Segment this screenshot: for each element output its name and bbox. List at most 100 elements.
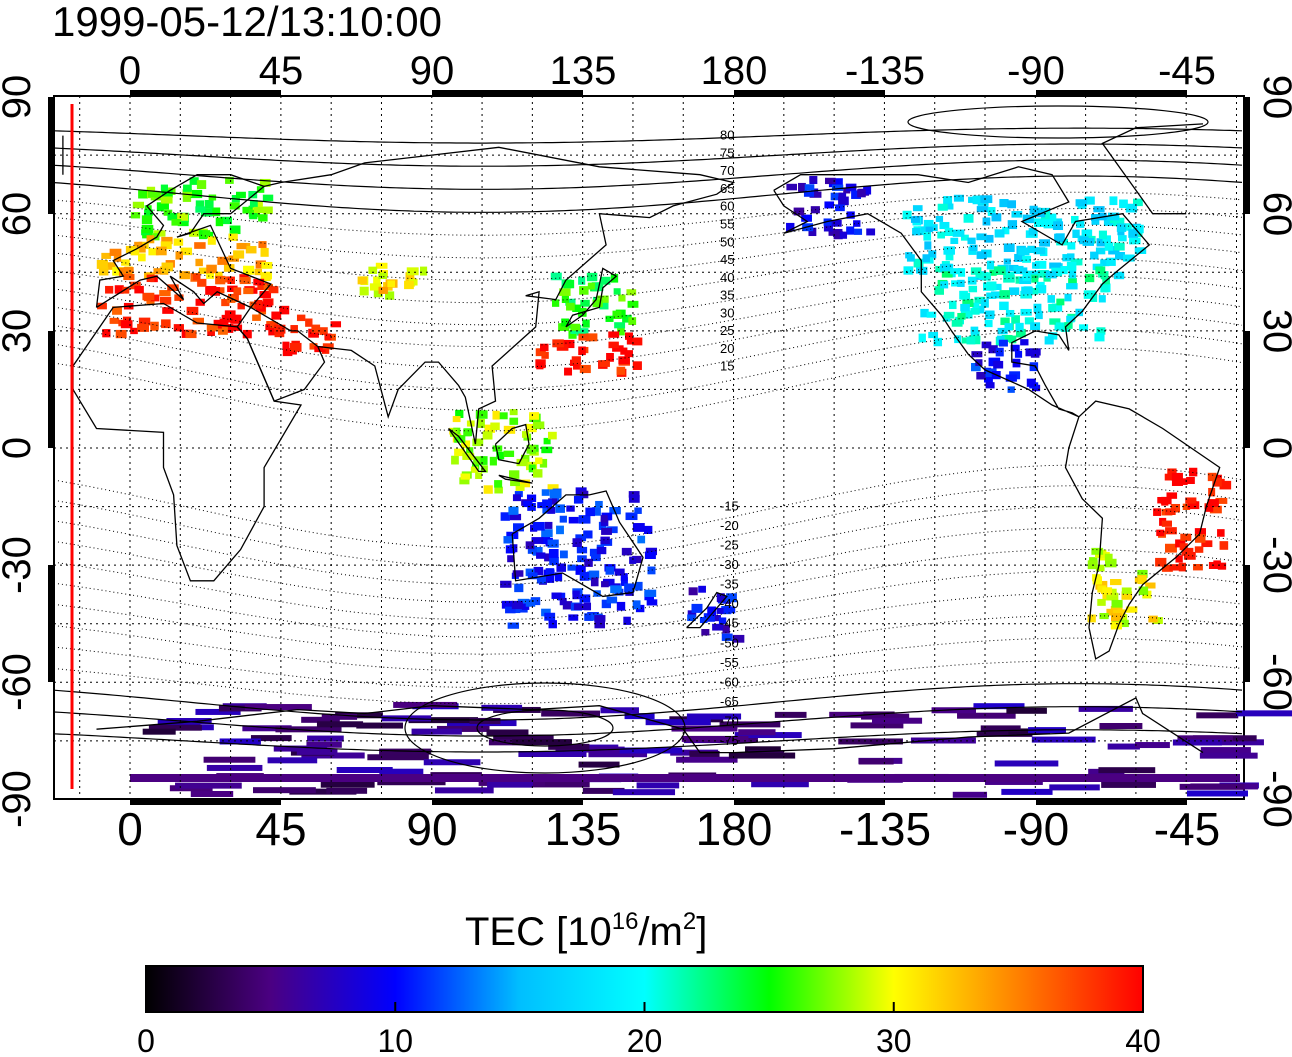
tec-cell (568, 516, 579, 524)
coastline (773, 166, 1151, 418)
tec-cell (500, 580, 512, 588)
tec-cell (548, 498, 558, 505)
tec-cell (526, 494, 537, 503)
tec-cell (319, 327, 328, 335)
tec-cell (861, 713, 910, 720)
tec-cell (624, 583, 635, 593)
tec-cell (1082, 238, 1095, 246)
y-axis-right-ticks: 90 60 30 0 -30 -60 -90 (1255, 75, 1292, 828)
frame-bar-right (1244, 97, 1250, 214)
tec-cell (966, 336, 976, 345)
colorbar-title-sup2: 2 (683, 908, 696, 935)
tec-cell (935, 215, 944, 222)
tec-cell (290, 325, 298, 334)
tec-cell (255, 260, 266, 269)
tec-cell (998, 339, 1008, 347)
tec-cell (233, 250, 245, 259)
colorbar-title-end: ] (696, 910, 707, 954)
tec-cell (1084, 196, 1095, 205)
tec-cell (1011, 315, 1020, 324)
tec-cell (555, 504, 565, 513)
tec-cell (529, 412, 539, 420)
tec-cell (1072, 229, 1080, 238)
tec-cell (500, 512, 510, 521)
tec-cell (953, 194, 965, 202)
tec-cell (624, 332, 633, 340)
tec-cell (1035, 310, 1043, 320)
tec-cell (983, 374, 993, 383)
tec-cell (1125, 203, 1138, 213)
tec-cell (1116, 223, 1127, 232)
tec-cell (518, 751, 587, 758)
tec-cell (308, 328, 319, 338)
tec-cell (980, 725, 1021, 732)
tec-cell (1007, 200, 1017, 209)
magnetic-contour (53, 329, 1243, 411)
contour-value-labels: 80 75 70 65 60 55 50 45 40 35 30 25 20 15 -15 -20 -25 -30… (720, 128, 739, 748)
tec-cell (245, 246, 257, 254)
y-left-tick-label: 30 (0, 309, 39, 354)
tec-cell (973, 703, 1025, 710)
tec-cell (1022, 272, 1031, 281)
tec-cell (307, 735, 344, 742)
tec-cell (1182, 503, 1191, 511)
tec-cell (928, 331, 939, 339)
colorbar-title: TEC [1016/m2] (465, 908, 707, 954)
tec-cell (1106, 257, 1116, 266)
tec-cell (221, 276, 233, 283)
tec-cell (1044, 336, 1054, 345)
frame-bar-left (48, 565, 54, 682)
tec-cell (583, 602, 592, 611)
tec-cell (404, 280, 414, 290)
tec-cell (536, 576, 547, 584)
tec-cell (551, 299, 560, 307)
tec-cell (301, 716, 340, 723)
tec-cell (539, 458, 548, 468)
tec-cell (207, 329, 215, 336)
tec-cell (219, 318, 229, 327)
tec-cell (509, 470, 520, 479)
tec-cell (786, 183, 797, 191)
tec-cell (1006, 707, 1047, 714)
tec-cell (484, 424, 496, 433)
north-pole-contour (907, 105, 1209, 139)
tec-cell (972, 302, 980, 311)
tec-cell (686, 713, 742, 720)
x-bottom-tick-label: 135 (545, 803, 622, 855)
tec-cell (578, 515, 591, 524)
tec-cell (532, 469, 543, 478)
tec-cell (626, 289, 637, 296)
tec-cell (595, 500, 603, 508)
x-bottom-tick-label: 45 (255, 803, 306, 855)
tec-cell (976, 206, 989, 213)
tec-cell (1145, 582, 1156, 589)
frame-bar-bottom (432, 799, 583, 805)
tec-cell (469, 717, 501, 724)
tec-cell (149, 294, 160, 302)
tec-cell (1186, 790, 1248, 797)
contour-label: -40 (720, 596, 739, 611)
tec-cell (204, 200, 214, 209)
tec-cell (130, 212, 141, 219)
tec-cell (1100, 283, 1109, 293)
tec-cell (230, 314, 240, 324)
tec-cell (378, 286, 388, 294)
tec-cell (824, 177, 836, 185)
tec-cell (1039, 239, 1051, 247)
tec-cell (960, 303, 970, 312)
tec-cell (1031, 287, 1039, 295)
coastline (236, 306, 326, 402)
tec-cell (1054, 233, 1062, 241)
tec-cell (109, 248, 122, 256)
tec-cell (612, 789, 676, 796)
x-top-tick-label: -90 (1007, 49, 1065, 93)
tec-cell (215, 275, 226, 285)
tec-cell (1117, 229, 1125, 236)
tec-cell (1005, 309, 1015, 317)
tec-cell (1095, 564, 1105, 572)
tec-cell (273, 324, 286, 334)
tec-cell (324, 333, 332, 341)
frame-bar-bottom (130, 799, 281, 805)
tec-cell (636, 782, 680, 789)
tec-cell (572, 538, 582, 548)
